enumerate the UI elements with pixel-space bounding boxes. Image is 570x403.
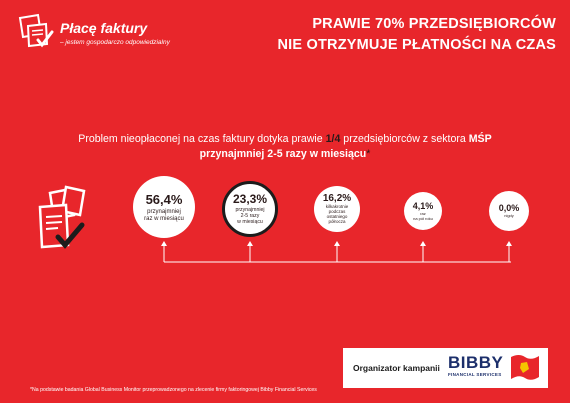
brand-title: Płacę faktury bbox=[60, 20, 148, 36]
stat-value: 56,4% bbox=[145, 191, 183, 207]
problem-fraction: 1/4 bbox=[325, 133, 341, 145]
stat-value: 0,0% bbox=[498, 203, 520, 214]
problem-sector: MŚP bbox=[468, 133, 492, 145]
stat-label: przynajmniej raz w miesiącu bbox=[144, 208, 184, 222]
stat-value: 4,1% bbox=[412, 201, 434, 212]
stat-circle-4: 4,1% raz na pół roku bbox=[404, 192, 442, 230]
documents-checkmark-icon bbox=[38, 185, 86, 249]
stat-circle-1: 56,4% przynajmniej raz w miesiącu bbox=[133, 176, 195, 238]
organizer-box: Organizator kampanii BIBBY FINANCIAL SER… bbox=[343, 348, 548, 388]
stat-circle-5: 0,0% nigdy bbox=[489, 191, 529, 231]
stat-label: nigdy bbox=[504, 213, 514, 219]
brand-subtitle: – jestem gospodarczo odpowiedzialny bbox=[60, 39, 170, 46]
brand: Płacę faktury – jestem gospodarczo odpow… bbox=[60, 20, 170, 46]
headline-line1: PRAWIE 70% PRZEDSIĘBIORCÓW bbox=[312, 16, 556, 32]
problem-star: * bbox=[366, 148, 371, 160]
problem-statement: Problem nieopłaconej na czas faktury dot… bbox=[0, 132, 570, 162]
footnote: *Na podstawie badania Global Business Mo… bbox=[30, 387, 317, 393]
stat-circle-3: 16,2% kilkakrotnie podczas ostatniego półro… bbox=[314, 186, 360, 232]
problem-part2: przedsiębiorców z sektora bbox=[340, 133, 469, 145]
stat-circle-2: 23,3% przynajmniej 2-5 razy w miesiącu bbox=[222, 181, 278, 237]
problem-part1: Problem nieopłaconej na czas faktury dot… bbox=[78, 133, 326, 145]
stat-label: przynajmniej 2-5 razy w miesiącu bbox=[235, 207, 265, 225]
invoice-logo-icon bbox=[18, 13, 54, 48]
stat-value: 23,3% bbox=[232, 192, 268, 207]
stat-label: raz na pół roku bbox=[413, 211, 433, 221]
bibby-logo: BIBBY FINANCIAL SERVICES bbox=[448, 353, 504, 378]
headline: PRAWIE 70% PRZEDSIĘBIORCÓW NIE OTRZYMUJE… bbox=[278, 14, 557, 56]
headline-line2: NIE OTRZYMUJE PŁATNOŚCI NA CZAS bbox=[277, 37, 556, 53]
stat-label: kilkakrotnie podczas ostatniego półrocza bbox=[325, 204, 349, 224]
organizer-label: Organizator kampanii bbox=[353, 363, 440, 373]
bibby-name: BIBBY bbox=[448, 353, 504, 372]
bibby-subtitle: FINANCIAL SERVICES bbox=[448, 372, 502, 377]
problem-line2: przynajmniej 2-5 razy w miesiącu bbox=[199, 148, 367, 160]
bibby-flag-icon bbox=[511, 355, 539, 380]
stat-value: 16,2% bbox=[322, 193, 352, 205]
